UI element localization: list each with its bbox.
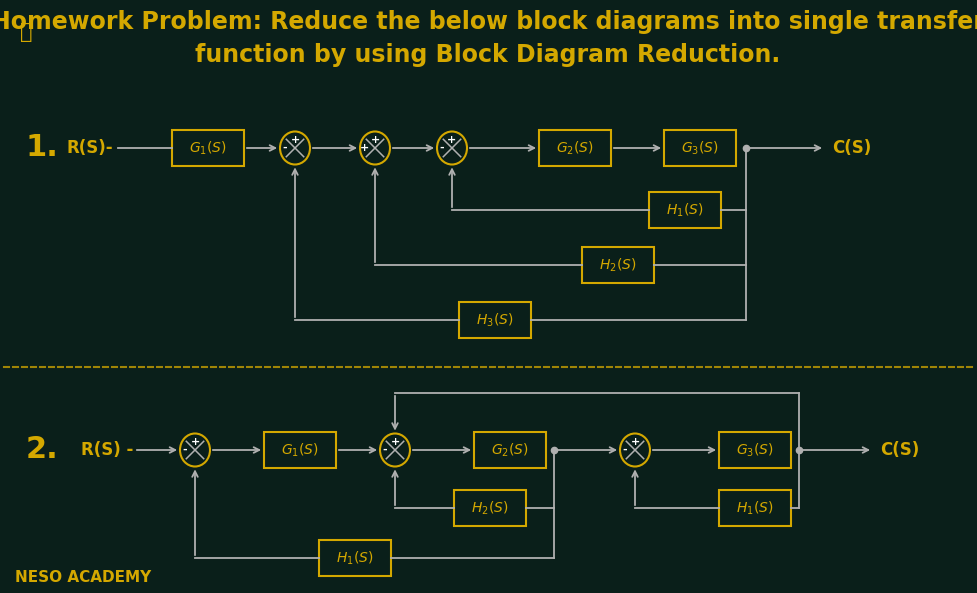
Text: -: - [382, 445, 387, 455]
Text: $H_1(S)$: $H_1(S)$ [336, 549, 374, 567]
Text: 1.: 1. [25, 133, 59, 162]
Text: $G_1(S)$: $G_1(S)$ [190, 139, 227, 157]
Text: function by using Block Diagram Reduction.: function by using Block Diagram Reductio… [195, 43, 781, 67]
Text: $G_3(S)$: $G_3(S)$ [681, 139, 719, 157]
Text: +: + [191, 437, 199, 447]
FancyBboxPatch shape [664, 130, 736, 166]
Text: $H_2(S)$: $H_2(S)$ [471, 499, 509, 517]
Text: $G_2(S)$: $G_2(S)$ [556, 139, 594, 157]
Text: -: - [440, 143, 445, 153]
Ellipse shape [280, 132, 310, 164]
Text: $H_1(S)$: $H_1(S)$ [737, 499, 774, 517]
Text: R(S) -: R(S) - [81, 441, 133, 459]
Text: -: - [622, 445, 627, 455]
Text: +: + [370, 135, 380, 145]
Text: +: + [630, 437, 640, 447]
FancyBboxPatch shape [719, 432, 791, 468]
Text: C(S): C(S) [832, 139, 871, 157]
FancyBboxPatch shape [719, 490, 791, 526]
Text: C(S): C(S) [880, 441, 919, 459]
Text: +: + [361, 143, 369, 153]
Text: $H_2(S)$: $H_2(S)$ [599, 256, 637, 274]
FancyBboxPatch shape [582, 247, 654, 283]
Text: NESO ACADEMY: NESO ACADEMY [15, 570, 151, 585]
Text: 2.: 2. [25, 435, 59, 464]
Text: R(S)-: R(S)- [66, 139, 113, 157]
Ellipse shape [380, 433, 410, 467]
FancyBboxPatch shape [649, 192, 721, 228]
Text: -: - [282, 143, 287, 153]
FancyBboxPatch shape [474, 432, 546, 468]
Text: -: - [183, 445, 188, 455]
Ellipse shape [437, 132, 467, 164]
Text: +: + [290, 135, 300, 145]
FancyBboxPatch shape [539, 130, 611, 166]
Ellipse shape [620, 433, 650, 467]
Text: $G_1(S)$: $G_1(S)$ [281, 441, 319, 459]
Ellipse shape [180, 433, 210, 467]
Text: $G_2(S)$: $G_2(S)$ [491, 441, 529, 459]
FancyBboxPatch shape [459, 302, 531, 338]
Text: +: + [391, 437, 400, 447]
Text: 📖: 📖 [20, 22, 32, 42]
FancyBboxPatch shape [264, 432, 336, 468]
Ellipse shape [360, 132, 390, 164]
FancyBboxPatch shape [319, 540, 391, 576]
FancyBboxPatch shape [172, 130, 244, 166]
Text: $H_3(S)$: $H_3(S)$ [477, 311, 514, 329]
Text: $G_3(S)$: $G_3(S)$ [736, 441, 774, 459]
Text: $H_1(S)$: $H_1(S)$ [666, 201, 703, 219]
FancyBboxPatch shape [454, 490, 526, 526]
Text: Homework Problem: Reduce the below block diagrams into single transfer: Homework Problem: Reduce the below block… [0, 10, 977, 34]
Text: +: + [447, 135, 456, 145]
